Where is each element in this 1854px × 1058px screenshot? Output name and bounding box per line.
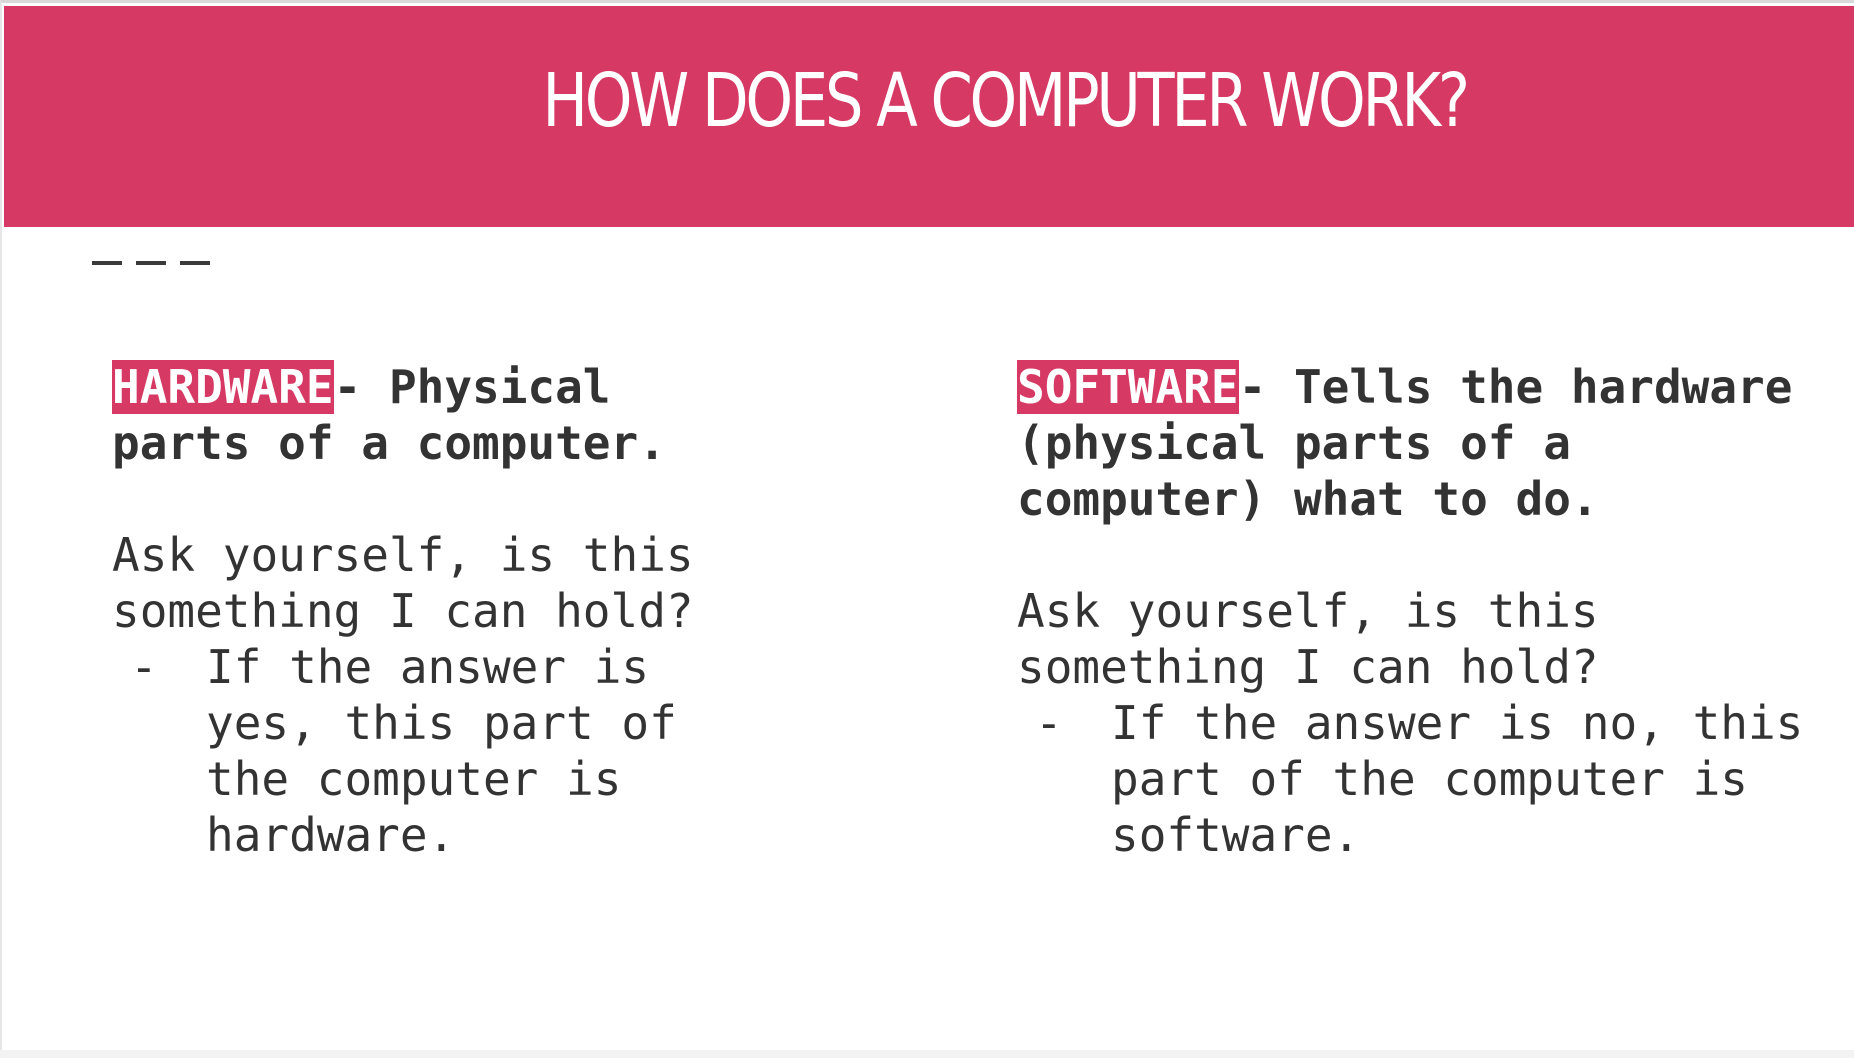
bullet-dash: - bbox=[1035, 696, 1063, 750]
hardware-bullet: - If the answer is yes, this part of the… bbox=[112, 639, 752, 863]
hardware-heading: HARDWARE- Physical parts of a computer. bbox=[112, 359, 752, 471]
title-banner: HOW DOES A COMPUTER WORK? bbox=[4, 6, 1854, 227]
slide-title: HOW DOES A COMPUTER WORK? bbox=[542, 58, 1470, 144]
software-keyword: SOFTWARE bbox=[1017, 360, 1239, 414]
software-definition: - Tells the hardware (physical parts of … bbox=[1017, 360, 1821, 526]
title-divider bbox=[92, 261, 210, 265]
hardware-question: Ask yourself, is this something I can ho… bbox=[112, 528, 722, 638]
hardware-keyword: HARDWARE bbox=[112, 360, 334, 414]
hardware-definition: - Physical parts of a computer. bbox=[112, 360, 666, 470]
software-column: SOFTWARE- Tells the hardware (physical p… bbox=[1017, 359, 1817, 863]
software-bullet: - If the answer is no, this part of the … bbox=[1017, 695, 1817, 863]
software-bullet-text: If the answer is no, this part of the co… bbox=[1111, 696, 1804, 862]
bottom-strip bbox=[0, 1050, 1854, 1058]
software-heading: SOFTWARE- Tells the hardware (physical p… bbox=[1017, 359, 1817, 527]
hardware-bullet-text: If the answer is yes, this part of the c… bbox=[206, 640, 677, 862]
software-question: Ask yourself, is this something I can ho… bbox=[1017, 584, 1627, 694]
hardware-column: HARDWARE- Physical parts of a computer. … bbox=[112, 359, 752, 863]
bullet-dash: - bbox=[130, 640, 158, 694]
